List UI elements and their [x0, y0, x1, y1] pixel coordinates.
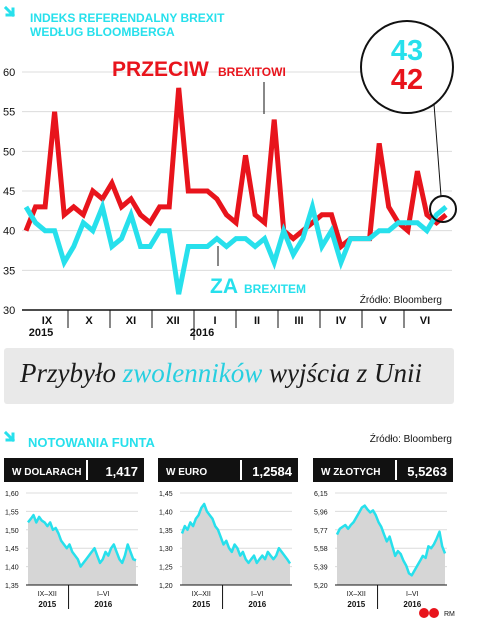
panel-header-bar — [4, 458, 144, 482]
panel-header-divider — [86, 460, 88, 480]
panel-y-tick-label: 1,35 — [5, 583, 19, 590]
main-y-tick-label: 35 — [3, 265, 15, 277]
main-y-tick-label: 55 — [3, 107, 15, 119]
publisher-logo-text: RM — [444, 611, 455, 618]
panel-year-label: 2015 — [38, 600, 56, 609]
series-line-against-brexit — [23, 87, 448, 251]
panel-year-label: 2016 — [403, 600, 421, 609]
panel-year-label: 2015 — [347, 600, 365, 609]
panel-header-value: 1,2584 — [252, 464, 293, 479]
panel-y-tick-label: 5,58 — [314, 546, 328, 553]
panel-year-label: 2016 — [94, 600, 112, 609]
main-x-tick-label: II — [254, 315, 260, 327]
panel-y-tick-label: 5,39 — [314, 565, 328, 572]
panel-header-bar — [158, 458, 298, 482]
panel-header-label: W EURO — [166, 467, 207, 478]
callout: 43 42 — [360, 20, 457, 223]
currency-panel-2: W EURO 1,2584 1,45 1,40 1,35 1,30 1,25 1,20 IX–X… — [158, 458, 298, 609]
panel-line — [180, 502, 292, 565]
main-x-tick-label: X — [85, 315, 93, 327]
panel-line — [335, 504, 447, 577]
main-x-tick-label: XI — [126, 315, 136, 327]
callout-top-value: 43 — [391, 35, 423, 67]
section-source: Źródło: Bloomberg — [370, 432, 452, 445]
main-title-line2: WEDŁUG BLOOMBERGA — [30, 25, 175, 39]
callout-bottom-value: 42 — [391, 64, 423, 96]
panel-x-label: I–VI — [406, 591, 419, 598]
panel-y-tick-label: 1,35 — [159, 528, 173, 535]
currency-panels: W DOLARACH 1,417 1,60 1,55 1,50 1,45 1,40 1,35 I… — [4, 458, 453, 609]
panel-y-tick-label: 1,55 — [5, 509, 19, 516]
panel-y-tick-label: 1,60 — [5, 491, 19, 498]
currency-panel-3: W ZŁOTYCH 5,5263 6,15 5,96 5,77 5,58 5,39 5,20 I… — [313, 458, 453, 609]
panel-year-label: 2016 — [248, 600, 266, 609]
panel-header-label: W DOLARACH — [12, 467, 81, 478]
currency-panel-1: W DOLARACH 1,417 1,60 1,55 1,50 1,45 1,40 1,35 I… — [4, 458, 144, 609]
panel-y-tick-label: 1,45 — [159, 491, 173, 498]
panel-x-label: I–VI — [251, 591, 264, 598]
panel-y-tick-label: 5,96 — [314, 509, 328, 516]
panel-y-tick-label: 1,25 — [159, 565, 173, 572]
panel-y-tick-label: 1,30 — [159, 546, 173, 553]
label-for-big: ZA — [210, 275, 238, 298]
panel-y-tick-label: 1,40 — [159, 509, 173, 516]
headline-banner: Przybyło zwolenników wyjścia z Unii — [4, 348, 454, 404]
main-x-tick-label: IV — [336, 315, 347, 327]
panel-header-divider — [240, 460, 242, 480]
panel-y-tick-label: 5,77 — [314, 528, 328, 535]
panel-x-label: IX–XII — [38, 591, 57, 598]
panel-y-tick-label: 1,50 — [5, 528, 19, 535]
headline-part3: wyjścia z Unii — [262, 358, 422, 388]
main-x-tick-label: XII — [166, 315, 179, 327]
main-y-tick-label: 30 — [3, 305, 15, 317]
main-source: Źródło: Bloomberg — [360, 293, 442, 306]
panel-header-divider — [395, 460, 397, 480]
panel-header-value: 5,5263 — [407, 464, 447, 479]
panel-x-label: IX–XII — [192, 591, 211, 598]
headline-part1: Przybyło — [20, 358, 123, 388]
panel-line — [27, 513, 137, 568]
headline-text: Przybyło zwolenników wyjścia z Unii — [20, 358, 422, 389]
panel-y-tick-label: 6,15 — [314, 491, 328, 498]
series-line-for-brexit — [23, 197, 448, 295]
panel-y-tick-label: 1,20 — [159, 583, 173, 590]
down-arrow-icon — [3, 430, 16, 443]
panel-year-label: 2015 — [192, 600, 210, 609]
main-x-tick-labels: IX X XI XII I II III IV V VI — [42, 310, 430, 340]
panel-area-fill — [28, 515, 136, 585]
panel-header-bar — [313, 458, 453, 482]
main-x-tick-label: III — [294, 315, 303, 327]
main-title-line1: INDEKS REFERENDALNY BREXIT — [30, 11, 225, 25]
main-y-tick-labels: 30 35 40 45 50 55 60 — [3, 67, 15, 317]
panel-y-tick-label: 5,20 — [314, 583, 328, 590]
main-y-tick-label: 40 — [3, 226, 15, 238]
main-y-tick-label: 60 — [3, 67, 15, 79]
down-arrow-icon — [3, 5, 16, 18]
year-label-2015: 2015 — [29, 327, 53, 339]
panel-header-label: W ZŁOTYCH — [321, 467, 380, 478]
panel-area-fill — [182, 504, 290, 585]
main-y-tick-label: 50 — [3, 146, 15, 158]
label-for-small: BREXITEM — [244, 282, 306, 296]
label-against-big: PRZECIW — [112, 58, 209, 81]
main-x-tick-label: IX — [42, 315, 53, 327]
panel-header-value: 1,417 — [105, 464, 138, 479]
headline-highlight: zwolenników — [122, 358, 263, 388]
label-against-small: BREXITOWI — [218, 65, 286, 79]
year-label-2016: 2016 — [190, 327, 214, 339]
main-x-tick-label: I — [213, 315, 216, 327]
panel-x-label: I–VI — [97, 591, 110, 598]
pound-quotes-section: NOTOWANIA FUNTA Źródło: Bloomberg W DOLA… — [3, 430, 455, 618]
panel-y-tick-label: 1,40 — [5, 565, 19, 572]
publisher-logo: RM — [419, 608, 455, 618]
panel-y-tick-label: 1,45 — [5, 546, 19, 553]
section-title: NOTOWANIA FUNTA — [28, 435, 155, 450]
panel-x-label: IX–XII — [347, 591, 366, 598]
main-y-tick-label: 45 — [3, 186, 15, 198]
main-x-tick-label: V — [379, 315, 387, 327]
main-x-tick-label: VI — [420, 315, 430, 327]
